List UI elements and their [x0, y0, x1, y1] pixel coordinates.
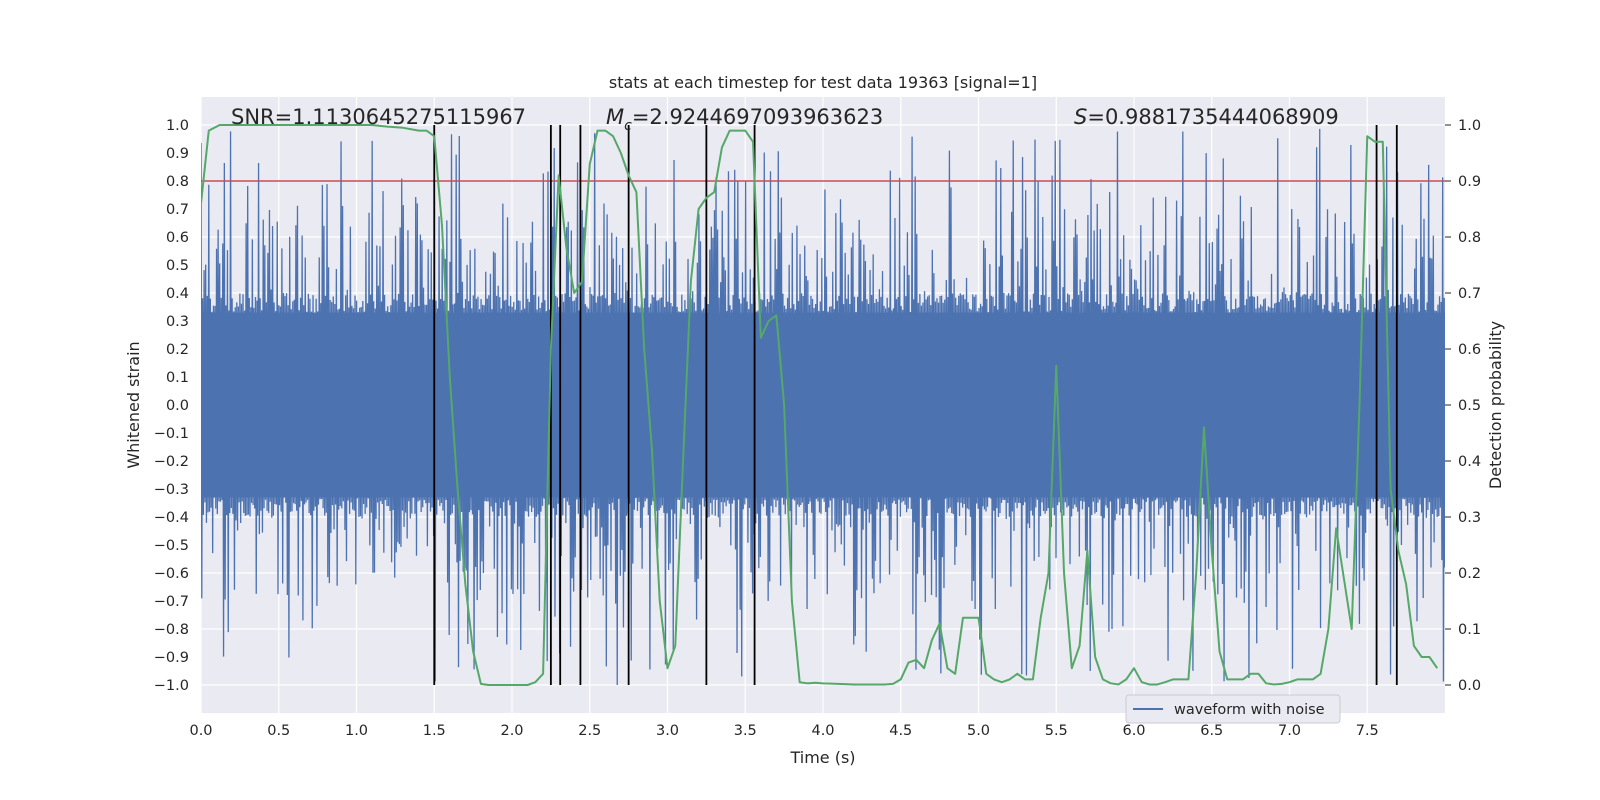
- y-tick-label: −1.0: [154, 678, 189, 694]
- mc-symbol: M: [606, 105, 624, 129]
- y-tick-label: 0.2: [166, 342, 189, 358]
- y2-tick-label: 0.2: [1458, 566, 1481, 582]
- y2-tick-label: 0.5: [1458, 398, 1481, 414]
- y2-tick-label: 0.0: [1458, 678, 1481, 694]
- y2-tick-label: 0.4: [1458, 454, 1481, 470]
- y-tick-label: −0.7: [154, 594, 189, 610]
- y-tick-label: 0.7: [166, 202, 189, 218]
- y-tick-label: 1.0: [166, 118, 189, 134]
- y-tick-label: 0.6: [166, 230, 189, 246]
- x-tick-label: 6.5: [1200, 723, 1223, 739]
- y-tick-label: −0.5: [154, 538, 189, 554]
- x-tick-label: 3.0: [656, 723, 679, 739]
- chart-title: stats at each timestep for test data 193…: [609, 73, 1037, 92]
- y-tick-label: 0.5: [166, 258, 189, 274]
- x-tick-label: 7.0: [1278, 723, 1301, 739]
- y-tick-label: −0.3: [154, 482, 189, 498]
- x-tick-label: 2.0: [500, 723, 523, 739]
- y-tick-label: 0.4: [166, 286, 189, 302]
- x-tick-label: 1.5: [423, 723, 446, 739]
- x-tick-label: 0.0: [189, 723, 212, 739]
- waveform-series: [201, 128, 1445, 685]
- y-tick-label: −0.2: [154, 454, 189, 470]
- x-tick-label: 3.5: [734, 723, 757, 739]
- chirp-mass-annotation: Mc=2.9244697093963623: [606, 105, 883, 134]
- y2-tick-label: 0.1: [1458, 622, 1481, 638]
- y-tick-label: −0.1: [154, 426, 189, 442]
- y-tick-label: 0.9: [166, 146, 189, 162]
- x-tick-label: 6.0: [1122, 723, 1145, 739]
- x-tick-label: 5.5: [1045, 723, 1068, 739]
- y-tick-label: −0.4: [154, 510, 189, 526]
- y2-ticks: 0.0 0.1 0.2 0.3 0.4 0.5 0.6 0.7 0.8 0.9 1.0: [1445, 118, 1481, 694]
- x-axis-label: Time (s): [789, 748, 855, 767]
- y2-tick-label: 0.8: [1458, 230, 1481, 246]
- y-tick-label: 0.3: [166, 314, 189, 330]
- legend: waveform with noise: [1125, 694, 1341, 724]
- s-value: =0.9881735444068909: [1087, 105, 1338, 129]
- y2-tick-label: 0.6: [1458, 342, 1481, 358]
- y-tick-label: 0.8: [166, 174, 189, 190]
- x-tick-label: 5.0: [967, 723, 990, 739]
- vertical-markers: [433, 125, 1398, 685]
- y-tick-label: 0.1: [166, 370, 189, 386]
- y2-tick-label: 0.3: [1458, 510, 1481, 526]
- mc-subscript: c: [624, 118, 632, 134]
- probability-series: [201, 124, 1439, 686]
- y2-tick-label: 0.7: [1458, 286, 1481, 302]
- y-ticks: −1.0 −0.9 −0.8 −0.7 −0.6 −0.5 −0.4 −0.3 −0.2 −0.1…: [154, 118, 189, 694]
- s-symbol: S: [1074, 105, 1087, 129]
- y-tick-label: −0.8: [154, 622, 189, 638]
- x-ticks: 0.0 0.5 1.0 1.5 2.0 2.5 3.0 3.5 4.0 4.5 5.0 5.5 6.0 6…: [189, 723, 1378, 739]
- x-tick-label: 1.0: [345, 723, 368, 739]
- x-tick-label: 0.5: [267, 723, 290, 739]
- s-annotation: S=0.9881735444068909: [1074, 105, 1339, 129]
- snr-annotation: SNR=1.1130645275115967: [231, 105, 526, 129]
- y2-tick-label: 1.0: [1458, 118, 1481, 134]
- y-tick-label: −0.9: [154, 650, 189, 666]
- y2-axis-label: Detection probability: [1486, 321, 1505, 489]
- probability-line: [201, 124, 1439, 686]
- y-axis-label: Whitened strain: [124, 341, 143, 468]
- mc-value: =2.9244697093963623: [632, 105, 883, 129]
- y2-tick-label: 0.9: [1458, 174, 1481, 190]
- x-tick-label: 4.0: [811, 723, 834, 739]
- legend-box: [1125, 694, 1341, 724]
- x-tick-label: 2.5: [578, 723, 601, 739]
- legend-label: waveform with noise: [1174, 702, 1325, 718]
- y-tick-label: 0.0: [166, 398, 189, 414]
- waveform-core-band: [201, 312, 1445, 498]
- x-tick-label: 7.5: [1356, 723, 1379, 739]
- x-tick-label: 4.5: [889, 723, 912, 739]
- y-tick-label: −0.6: [154, 566, 189, 582]
